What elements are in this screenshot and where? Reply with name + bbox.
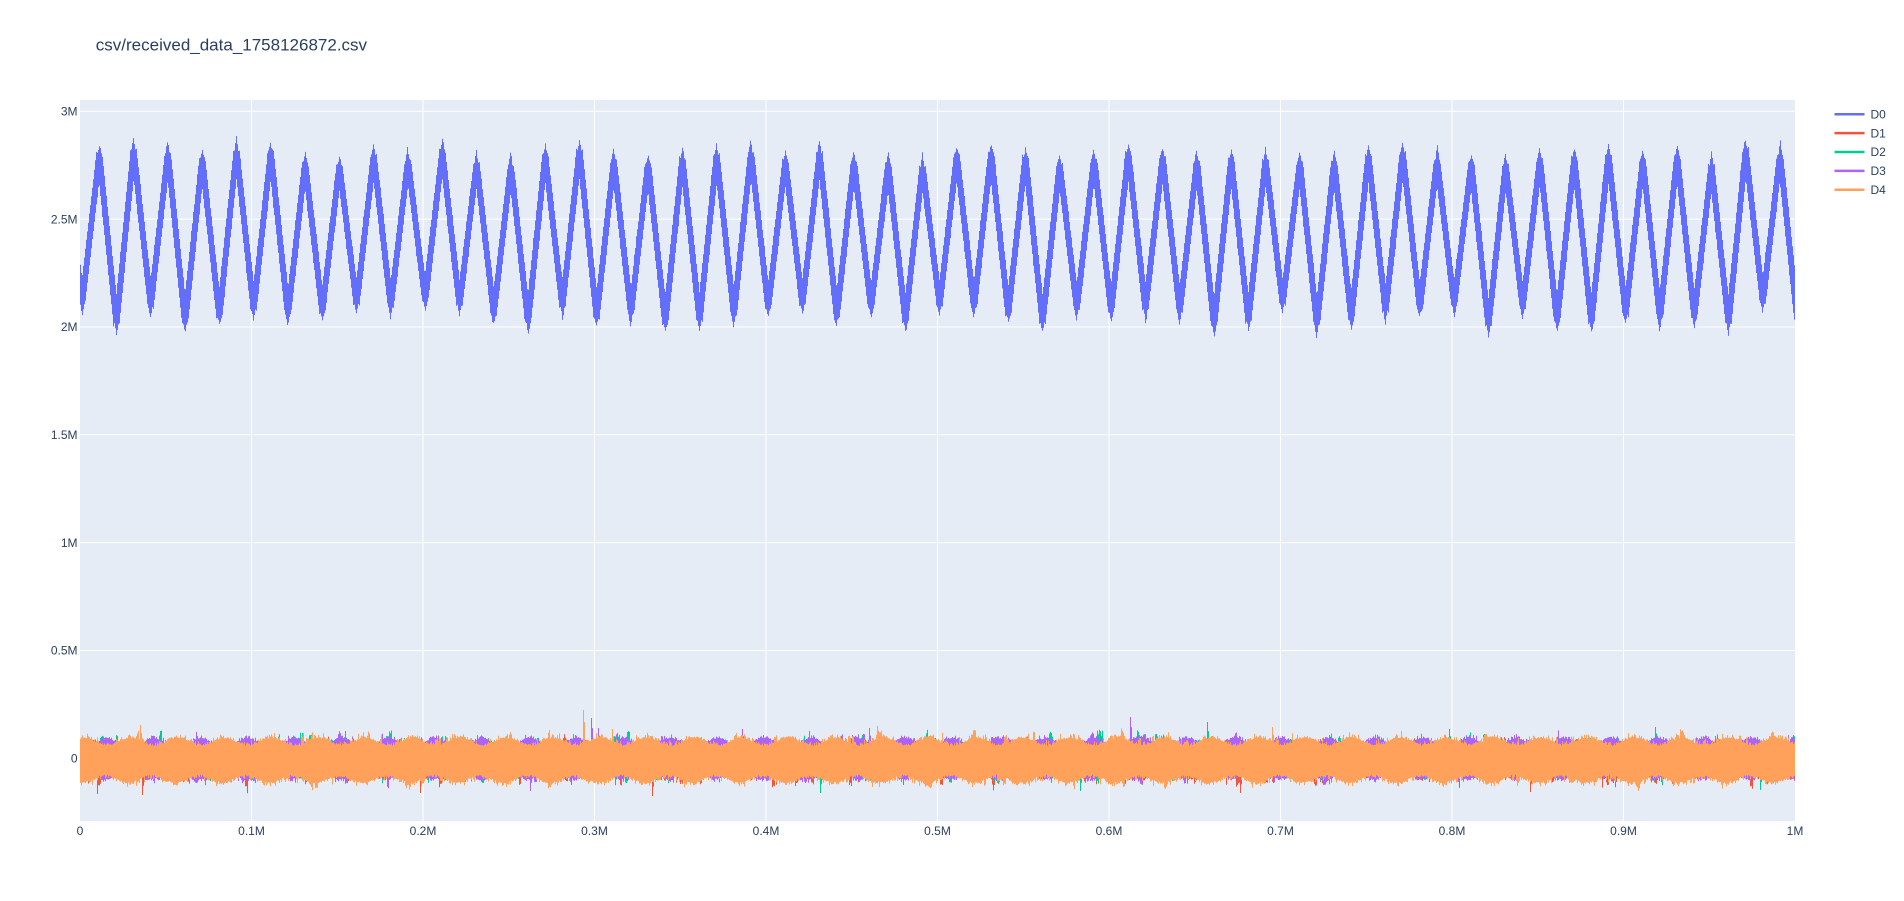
svg-text:2.5M: 2.5M — [51, 212, 78, 226]
svg-text:0.2M: 0.2M — [410, 824, 437, 838]
svg-text:0.5M: 0.5M — [51, 644, 78, 658]
svg-text:0.3M: 0.3M — [581, 824, 608, 838]
svg-text:3M: 3M — [61, 105, 78, 119]
svg-text:0.9M: 0.9M — [1610, 824, 1637, 838]
svg-text:0.7M: 0.7M — [1267, 824, 1294, 838]
svg-text:D0: D0 — [1871, 107, 1887, 121]
svg-text:0.4M: 0.4M — [753, 824, 780, 838]
svg-text:1M: 1M — [61, 536, 78, 550]
svg-text:0.8M: 0.8M — [1439, 824, 1466, 838]
svg-text:0: 0 — [71, 752, 78, 766]
svg-text:0: 0 — [77, 824, 84, 838]
svg-text:0.6M: 0.6M — [1096, 824, 1123, 838]
svg-text:2M: 2M — [61, 320, 78, 334]
svg-text:csv/received_data_1758126872.c: csv/received_data_1758126872.csv — [96, 36, 368, 55]
svg-text:D3: D3 — [1871, 164, 1887, 178]
svg-text:D1: D1 — [1871, 126, 1887, 140]
svg-text:0.1M: 0.1M — [238, 824, 265, 838]
svg-text:0.5M: 0.5M — [924, 824, 951, 838]
svg-text:1.5M: 1.5M — [51, 428, 78, 442]
svg-text:D2: D2 — [1871, 145, 1887, 159]
svg-text:D4: D4 — [1871, 183, 1887, 197]
svg-text:1M: 1M — [1787, 824, 1804, 838]
